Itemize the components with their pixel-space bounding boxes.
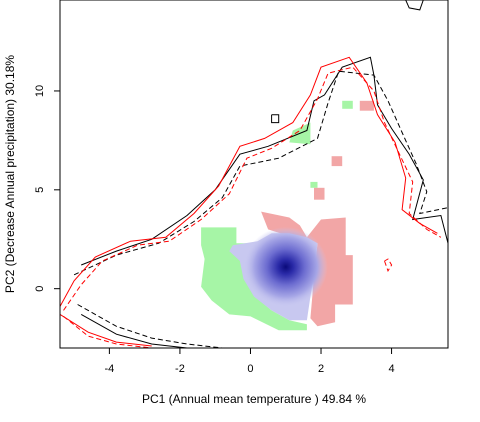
red-patch-1 [331, 156, 343, 167]
y-tick-label: 10 [34, 85, 46, 97]
contour-red-solid-4 [60, 56, 438, 307]
region-red-only [261, 211, 353, 327]
region-green-only [201, 227, 307, 331]
contour-black-solid-10 [405, 0, 424, 11]
niche-regions [201, 100, 374, 331]
x-tick-label: -4 [104, 363, 114, 375]
red-patch-0 [359, 100, 374, 111]
contour-red-dashed-5 [63, 66, 442, 311]
contour-black-dashed-3 [77, 304, 223, 348]
red-patch-2 [314, 187, 325, 200]
contour-black-solid-1 [80, 313, 216, 348]
y-axis-title: PC2 (Decrease Annual precipitation) 30.1… [3, 55, 17, 293]
contour-red-dashed-6 [384, 258, 393, 273]
contour-red-dashed-7 [63, 316, 180, 348]
y-axis: 0 5 10 [34, 85, 60, 292]
x-tick-label: 4 [389, 363, 395, 375]
x-axis-title: PC1 (Annual mean temperature ) 49.84 % [142, 392, 366, 406]
y-tick-label: 5 [34, 187, 46, 193]
green-patch-2 [310, 181, 318, 188]
niche-contours [60, 0, 448, 348]
overlap-density-blob [243, 226, 328, 307]
green-patch-1 [342, 100, 353, 109]
x-tick-label: 0 [247, 363, 253, 375]
x-tick-label: -2 [175, 363, 185, 375]
x-tick-label: 2 [318, 363, 324, 375]
contour-black-solid-9 [271, 114, 280, 124]
y-tick-label: 0 [34, 286, 46, 292]
contour-red-solid-8 [60, 313, 152, 347]
x-axis: -4 -2 0 2 4 [104, 347, 395, 375]
